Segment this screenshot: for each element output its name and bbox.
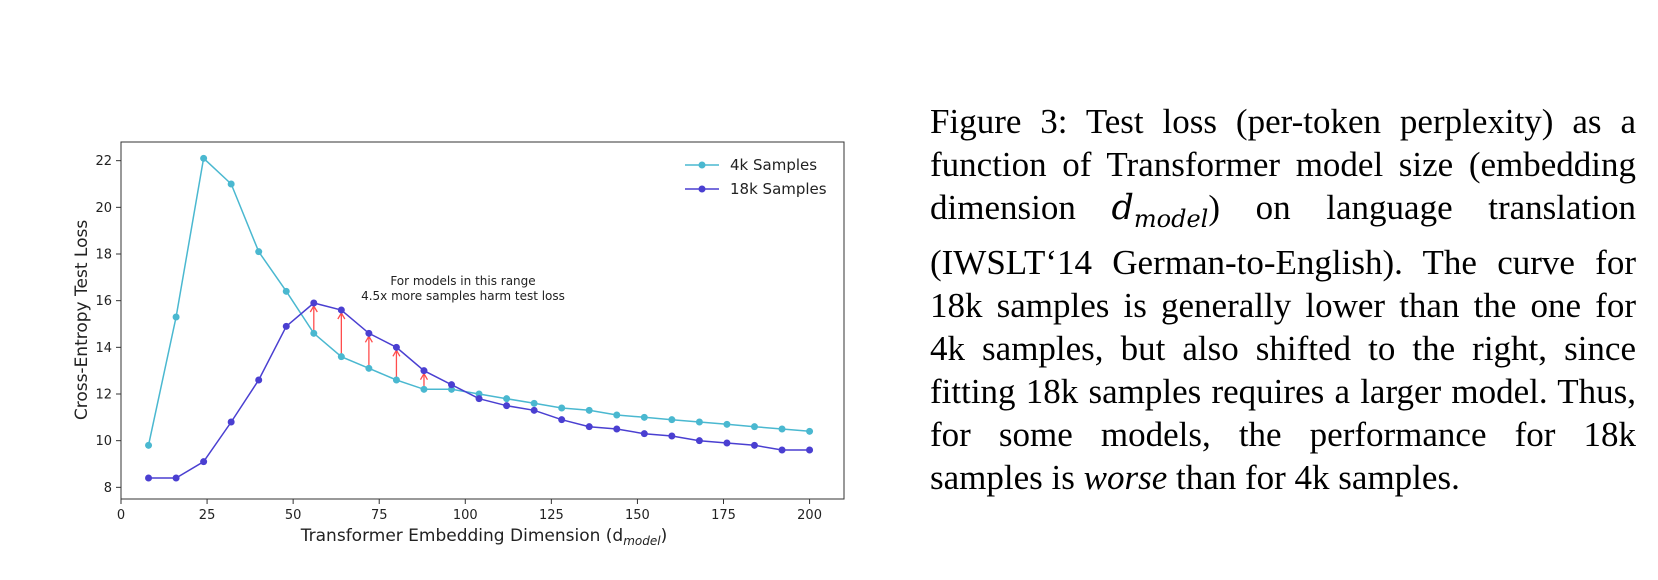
series-0-point bbox=[750, 423, 758, 431]
caption-text-3: than for 4k samples. bbox=[1167, 458, 1460, 497]
x-tick-label: 175 bbox=[711, 508, 736, 523]
series-1-point bbox=[420, 367, 428, 375]
y-tick-label: 18 bbox=[95, 248, 112, 263]
legend-marker-18k bbox=[698, 185, 706, 193]
series-1-point bbox=[365, 329, 373, 337]
series-0-point bbox=[172, 313, 180, 321]
x-tick-label: 200 bbox=[797, 508, 822, 523]
series-1-point bbox=[200, 458, 208, 466]
y-tick-label: 10 bbox=[95, 434, 112, 449]
caption-text-1: Test loss (per-token perplexity) as a fu… bbox=[930, 102, 1636, 227]
y-tick-label: 8 bbox=[104, 481, 112, 496]
x-tick-label: 100 bbox=[453, 508, 478, 523]
series-1-point bbox=[255, 376, 263, 384]
series-0-point bbox=[392, 376, 400, 384]
series-1-point bbox=[613, 425, 621, 433]
series-0-point bbox=[778, 425, 786, 433]
x-axis-title-sub: model bbox=[623, 534, 661, 548]
series-0-point bbox=[530, 399, 538, 407]
series-1-point bbox=[640, 430, 648, 438]
y-tick-label: 22 bbox=[95, 154, 112, 169]
y-axis-title: Cross-Entropy Test Loss bbox=[72, 220, 92, 420]
annotation-line-1: For models in this range bbox=[390, 274, 535, 288]
legend-label-4k: 4k Samples bbox=[730, 156, 817, 174]
series-0-point bbox=[668, 416, 676, 424]
series-0-point bbox=[613, 411, 621, 419]
series-1-point bbox=[172, 474, 180, 482]
x-tick-label: 125 bbox=[539, 508, 564, 523]
series-0-point bbox=[503, 395, 511, 403]
series-line-1 bbox=[148, 302, 810, 479]
legend-marker-4k bbox=[698, 161, 706, 169]
series-0-point bbox=[337, 353, 345, 361]
caption-label: Figure 3: bbox=[930, 102, 1086, 141]
series-1-point bbox=[806, 446, 814, 454]
series-0-point bbox=[200, 154, 208, 162]
series-1-point bbox=[448, 381, 456, 389]
series-1-point bbox=[585, 423, 593, 431]
series-1-point bbox=[227, 418, 235, 426]
series-1-point bbox=[778, 446, 786, 454]
series-1-point bbox=[558, 416, 566, 424]
series-0-point bbox=[365, 364, 373, 372]
series-1-point bbox=[282, 322, 290, 330]
series-1-point bbox=[145, 474, 153, 482]
series-1-point bbox=[530, 406, 538, 414]
y-tick-label: 16 bbox=[95, 294, 112, 309]
y-tick-label: 20 bbox=[95, 201, 112, 216]
series-0-point bbox=[806, 427, 814, 435]
x-axis-title: Transformer Embedding Dimension (dmodel) bbox=[300, 526, 667, 548]
series-0-point bbox=[227, 180, 235, 188]
series-0-point bbox=[723, 420, 731, 428]
annotation-line-2: 4.5x more samples harm test loss bbox=[361, 289, 565, 303]
series-1-point bbox=[310, 299, 318, 307]
caption-text-2: ) on language translation (IWSLT‘14 Germ… bbox=[930, 188, 1637, 497]
series-0-point bbox=[695, 418, 703, 426]
series-1-point bbox=[337, 306, 345, 314]
series-1-point bbox=[475, 395, 483, 403]
series-0-point bbox=[640, 413, 648, 421]
series-0-point bbox=[420, 385, 428, 393]
caption-emphasis: worse bbox=[1083, 458, 1168, 497]
series-1-point bbox=[695, 437, 703, 445]
figure-chart: 0 25 50 75 100 125 150 175 200 8 10 12 14 16 18 20 22 Fo… bbox=[72, 141, 845, 548]
x-tick-label: 25 bbox=[199, 508, 216, 523]
legend-label-18k: 18k Samples bbox=[730, 180, 827, 198]
y-tick-label: 12 bbox=[95, 388, 112, 403]
x-tick-label: 0 bbox=[117, 508, 125, 523]
x-axis-title-main: Transformer Embedding Dimension (d bbox=[300, 526, 623, 546]
plot-frame bbox=[120, 141, 845, 500]
figure-caption: Figure 3: Test loss (per-token perplexit… bbox=[930, 100, 1636, 499]
series-0-point bbox=[585, 406, 593, 414]
series-1-point bbox=[392, 343, 400, 351]
series-0-point bbox=[255, 248, 263, 256]
axes-ticks: 0 25 50 75 100 125 150 175 200 8 10 12 14 16 18 20 22 bbox=[95, 154, 822, 523]
x-tick-label: 150 bbox=[625, 508, 650, 523]
series-0-point bbox=[282, 287, 290, 295]
series-1-point bbox=[503, 402, 511, 410]
x-tick-label: 50 bbox=[285, 508, 302, 523]
series-0-point bbox=[310, 329, 318, 337]
series-points bbox=[145, 154, 814, 482]
series-1-point bbox=[723, 439, 731, 447]
annotation-arrows bbox=[309, 304, 429, 388]
caption-math-sub: model bbox=[1133, 205, 1209, 233]
series-0-point bbox=[145, 441, 153, 449]
legend: 4k Samples 18k Samples bbox=[685, 156, 827, 198]
y-tick-label: 14 bbox=[95, 341, 112, 356]
series-lines bbox=[147, 156, 810, 479]
x-axis-title-close: ) bbox=[661, 526, 668, 546]
series-1-point bbox=[668, 432, 676, 440]
caption-math-d: d bbox=[1111, 188, 1134, 228]
series-0-point bbox=[558, 404, 566, 412]
x-tick-label: 75 bbox=[371, 508, 388, 523]
series-1-point bbox=[750, 441, 758, 449]
